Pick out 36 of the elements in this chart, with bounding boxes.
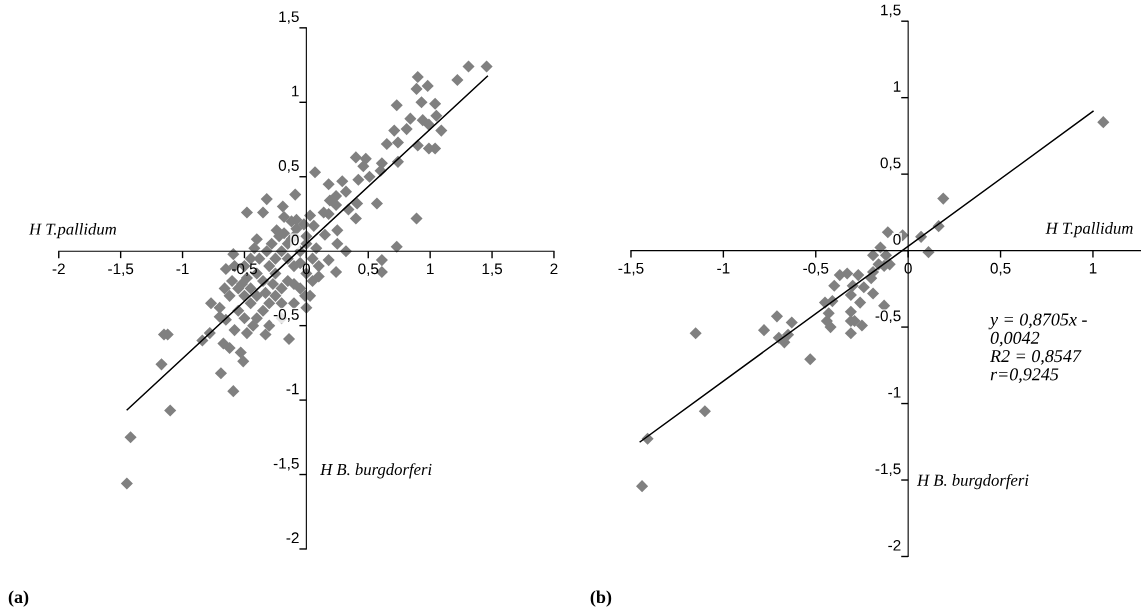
y-tick-label: 1,5 bbox=[279, 11, 299, 24]
x-tick-label: 1,5 bbox=[482, 263, 503, 277]
x-tick-label: -0,5 bbox=[803, 262, 829, 276]
y-tick-label: 0,5 bbox=[278, 160, 299, 173]
y-axis-title: H B. burgdorferi bbox=[320, 463, 432, 479]
text: (a) bbox=[8, 590, 29, 607]
y-tick-label: 0 bbox=[291, 234, 299, 246]
y-tick-label: -0,5 bbox=[273, 309, 299, 322]
y-tick-label: -1 bbox=[888, 387, 901, 398]
x-tick-label: -1,5 bbox=[618, 262, 644, 276]
x-tick-label: 1 bbox=[427, 263, 434, 275]
y-tick-label: 0 bbox=[893, 233, 901, 245]
x-tick-label: 1 bbox=[1089, 262, 1097, 274]
y-tick-label: -1,5 bbox=[273, 458, 299, 471]
y-tick-label: -2 bbox=[888, 539, 901, 551]
y-tick-label: -1 bbox=[286, 383, 299, 395]
y-tick-label: -2 bbox=[286, 532, 299, 544]
x-tick-label: 2 bbox=[550, 263, 558, 275]
y-axis-title: H B. burgdorferi bbox=[916, 473, 1029, 490]
y-tick-label: 1,5 bbox=[881, 4, 901, 18]
x-axis-title: H T.pallidum bbox=[28, 223, 117, 239]
y-tick-label: 1 bbox=[292, 85, 299, 97]
x-tick-label: -1,5 bbox=[108, 263, 134, 277]
x-tick-label: 0,5 bbox=[358, 263, 379, 277]
x-axis-title: H T.pallidum bbox=[1045, 222, 1133, 238]
annotation: y = 0,8705x - 0,0042 R2 = 0,8547 r=0,9245 bbox=[988, 313, 1087, 383]
text: (b) bbox=[590, 590, 612, 607]
x-tick-label: -1 bbox=[176, 263, 189, 275]
y-tick-label: -1,5 bbox=[875, 463, 901, 477]
y-tick-label: -0,5 bbox=[875, 310, 901, 324]
y-tick-label: 1 bbox=[893, 81, 901, 92]
x-tick-label: -0,5 bbox=[231, 263, 257, 277]
x-tick-label: 0,5 bbox=[990, 262, 1011, 276]
y-tick-label: 0,5 bbox=[880, 157, 901, 171]
x-tick-label: -1 bbox=[717, 262, 730, 274]
x-tick-label: -2 bbox=[52, 263, 65, 275]
